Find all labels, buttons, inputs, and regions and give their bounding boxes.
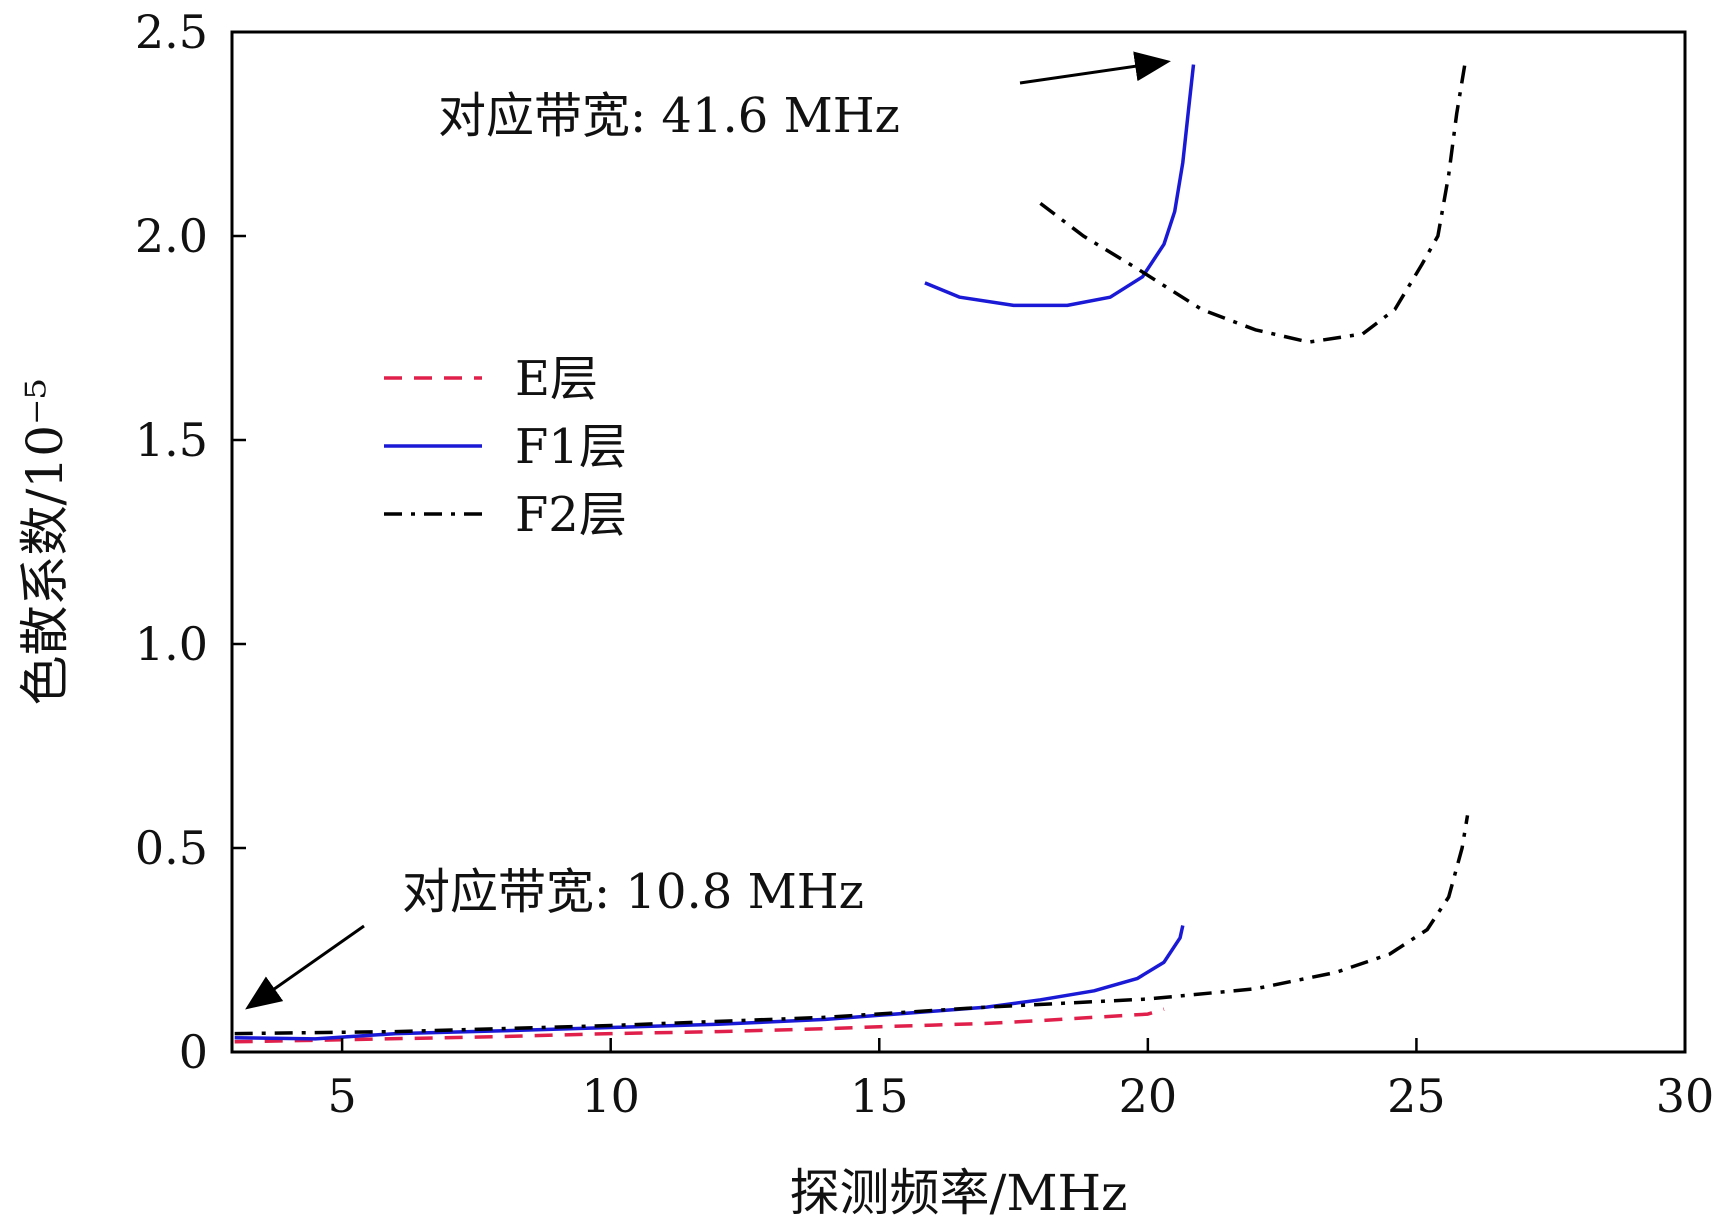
y-tick-label: 2.0 <box>135 209 208 263</box>
annotation-text: 对应带宽: 41.6 MHz <box>438 88 900 144</box>
y-tick-label: 0 <box>179 1025 208 1079</box>
x-axis-title: 探测频率/MHz <box>790 1164 1128 1222</box>
y-tick-label: 2.5 <box>135 5 208 59</box>
legend-label: F2层 <box>515 487 627 543</box>
x-tick-label: 20 <box>1119 1069 1178 1123</box>
series-layer <box>234 64 1470 1044</box>
annotations: 对应带宽: 41.6 MHz 对应带宽: 10.8 MHz <box>245 51 1171 1010</box>
series-line <box>234 925 1185 1041</box>
x-axis: 5 10 15 20 25 30 <box>327 1038 1714 1123</box>
x-tick-label: 25 <box>1387 1069 1446 1123</box>
y-tick-label: 0.5 <box>135 821 208 875</box>
annotation-arrow <box>245 924 365 1010</box>
x-tick-label: 10 <box>581 1069 640 1123</box>
series-line <box>1039 64 1467 344</box>
x-tick-label: 5 <box>327 1069 356 1123</box>
series-line <box>234 815 1470 1036</box>
y-tick-label: 1.0 <box>135 617 208 671</box>
legend: E层 F1层 F2层 <box>384 351 627 543</box>
annotation-arrow <box>1019 51 1171 85</box>
series-line <box>234 1007 1165 1044</box>
x-tick-label: 30 <box>1656 1069 1715 1123</box>
legend-label: E层 <box>515 351 598 407</box>
plot-frame <box>230 30 1687 1054</box>
y-axis: 0 0.5 1.0 1.5 2.0 2.5 <box>135 5 246 1079</box>
annotation-text: 对应带宽: 10.8 MHz <box>402 864 864 920</box>
legend-label: F1层 <box>515 419 627 475</box>
y-axis-title: 色散系数/10⁻⁵ <box>16 379 74 706</box>
x-tick-label: 15 <box>850 1069 909 1123</box>
series-line <box>924 64 1196 308</box>
y-tick-label: 1.5 <box>135 413 208 467</box>
